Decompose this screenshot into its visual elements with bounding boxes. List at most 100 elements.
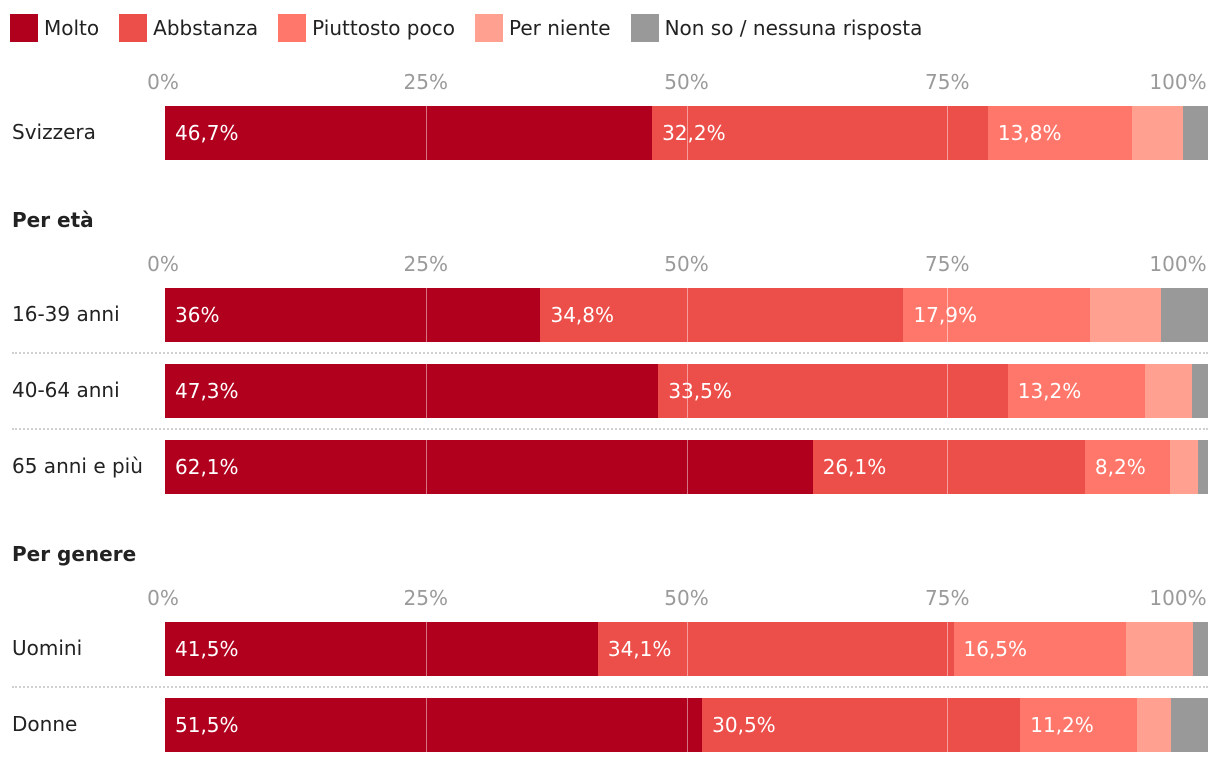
bar-segment xyxy=(1193,622,1208,676)
bar-segment xyxy=(1125,622,1194,676)
x-tick-label: 50% xyxy=(664,586,709,610)
gridline xyxy=(947,364,949,418)
legend-label: Per niente xyxy=(508,16,611,40)
legend-label: Molto xyxy=(44,16,100,40)
row-label: 65 anni e più xyxy=(12,454,143,478)
gridline xyxy=(686,106,688,160)
legend-swatch xyxy=(278,14,307,42)
bar-segment xyxy=(1170,440,1198,494)
legend-label: Non so / nessuna risposta xyxy=(664,16,923,40)
bar-value-label: 47,3% xyxy=(175,379,239,403)
x-tick-label: 0% xyxy=(147,252,179,276)
bar-value-label: 16,5% xyxy=(963,637,1028,661)
bar-segment xyxy=(165,106,653,160)
legend-item: Piuttosto poco xyxy=(278,14,455,42)
bar-segment xyxy=(702,698,1021,752)
x-tick-label: 25% xyxy=(403,586,448,610)
legend-swatch xyxy=(119,14,148,42)
bar-value-label: 8,2% xyxy=(1094,455,1146,479)
bar-segment xyxy=(1131,106,1183,160)
gridline xyxy=(686,288,688,342)
gridline xyxy=(947,440,949,494)
legend-label: Abbstanza xyxy=(153,16,259,40)
bar-segment xyxy=(1171,698,1208,752)
legend-swatch xyxy=(10,14,38,42)
row-label: Svizzera xyxy=(12,120,96,144)
legend-swatch xyxy=(474,14,503,42)
bar-value-label: 30,5% xyxy=(712,713,776,737)
bar-segment xyxy=(1145,364,1193,418)
bar-segment xyxy=(540,288,904,342)
bar-value-label: 32,2% xyxy=(662,121,726,145)
bar-segment xyxy=(597,622,954,676)
x-tick-label: 75% xyxy=(925,586,970,610)
bar-segment xyxy=(1090,288,1162,342)
bar-segment xyxy=(1137,698,1172,752)
x-tick-label: 100% xyxy=(1149,70,1207,94)
legend: Molto Abbstanza Piuttosto poco Per niente No… xyxy=(10,14,942,42)
x-tick-label: 25% xyxy=(403,252,448,276)
row-label: Uomini xyxy=(12,636,83,660)
bar-value-label: 13,8% xyxy=(997,121,1062,145)
bar-value-label: 36% xyxy=(175,303,220,327)
bar-segment xyxy=(658,364,1008,418)
x-tick-label: 100% xyxy=(1149,586,1207,610)
bar-value-label: 11,2% xyxy=(1030,713,1094,737)
legend-item: Non so / nessuna risposta xyxy=(630,14,923,42)
bar-segment xyxy=(1197,440,1208,494)
bar-value-label: 41,5% xyxy=(175,637,239,661)
gridline xyxy=(686,440,688,494)
bar-segment xyxy=(165,622,598,676)
bar-value-label: 46,7% xyxy=(175,121,239,145)
row-separator xyxy=(12,428,1208,430)
bar-segment xyxy=(1020,698,1138,752)
legend-swatch xyxy=(630,14,659,42)
bar-value-label: 26,1% xyxy=(822,455,887,479)
bar-segment xyxy=(987,106,1132,160)
gridline xyxy=(947,622,949,676)
row-separator xyxy=(12,352,1208,354)
bar-segment xyxy=(165,288,541,342)
bar-value-label: 13,2% xyxy=(1017,379,1082,403)
bar-segment xyxy=(1007,364,1146,418)
bar-value-label: 51,5% xyxy=(175,713,239,737)
legend-item: Molto xyxy=(10,14,99,42)
bar-segment xyxy=(652,106,988,160)
bar-value-label: 34,8% xyxy=(550,303,615,327)
x-tick-label: 50% xyxy=(664,252,709,276)
bar-value-label: 17,9% xyxy=(913,303,977,327)
gridline xyxy=(686,622,688,676)
group-title: Per età xyxy=(12,208,94,232)
group-title: Per genere xyxy=(12,542,137,566)
x-tick-label: 75% xyxy=(925,252,970,276)
row-label: 40-64 anni xyxy=(12,378,120,402)
bar-value-label: 33,5% xyxy=(668,379,732,403)
gridline xyxy=(947,288,949,342)
bar-segment xyxy=(1192,364,1208,418)
bar-value-label: 34,1% xyxy=(607,637,672,661)
gridline xyxy=(425,440,427,494)
bar-segment xyxy=(165,364,659,418)
bar-value-label: 62,1% xyxy=(175,455,239,479)
gridline xyxy=(686,364,688,418)
gridline xyxy=(425,288,427,342)
legend-label: Piuttosto poco xyxy=(312,16,455,40)
x-tick-label: 75% xyxy=(925,70,970,94)
bar-segment xyxy=(812,440,1085,494)
bar-segment xyxy=(165,440,813,494)
gridline xyxy=(425,106,427,160)
bar-segment xyxy=(903,288,1091,342)
legend-item: Abbstanza xyxy=(119,14,258,42)
legend-item: Per niente xyxy=(474,14,611,42)
bar-segment xyxy=(1161,288,1208,342)
bar-segment xyxy=(165,698,703,752)
bar-segment xyxy=(1084,440,1171,494)
row-separator xyxy=(12,686,1208,688)
x-tick-label: 25% xyxy=(403,70,448,94)
x-tick-label: 0% xyxy=(147,586,179,610)
row-label: Donne xyxy=(12,712,78,736)
x-tick-label: 0% xyxy=(147,70,179,94)
x-tick-label: 100% xyxy=(1149,252,1207,276)
gridline xyxy=(947,698,949,752)
